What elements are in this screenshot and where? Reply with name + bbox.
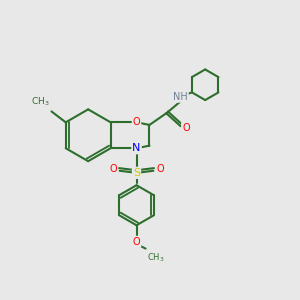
Text: CH$_3$: CH$_3$ [32,96,50,109]
Text: S: S [133,168,140,178]
Text: O: O [109,164,117,174]
Text: O: O [156,164,164,174]
Text: N: N [132,143,141,153]
Text: O: O [133,237,140,247]
Text: CH$_3$: CH$_3$ [147,251,165,264]
Text: O: O [182,123,190,133]
Text: NH: NH [173,92,188,102]
Text: O: O [133,117,140,127]
